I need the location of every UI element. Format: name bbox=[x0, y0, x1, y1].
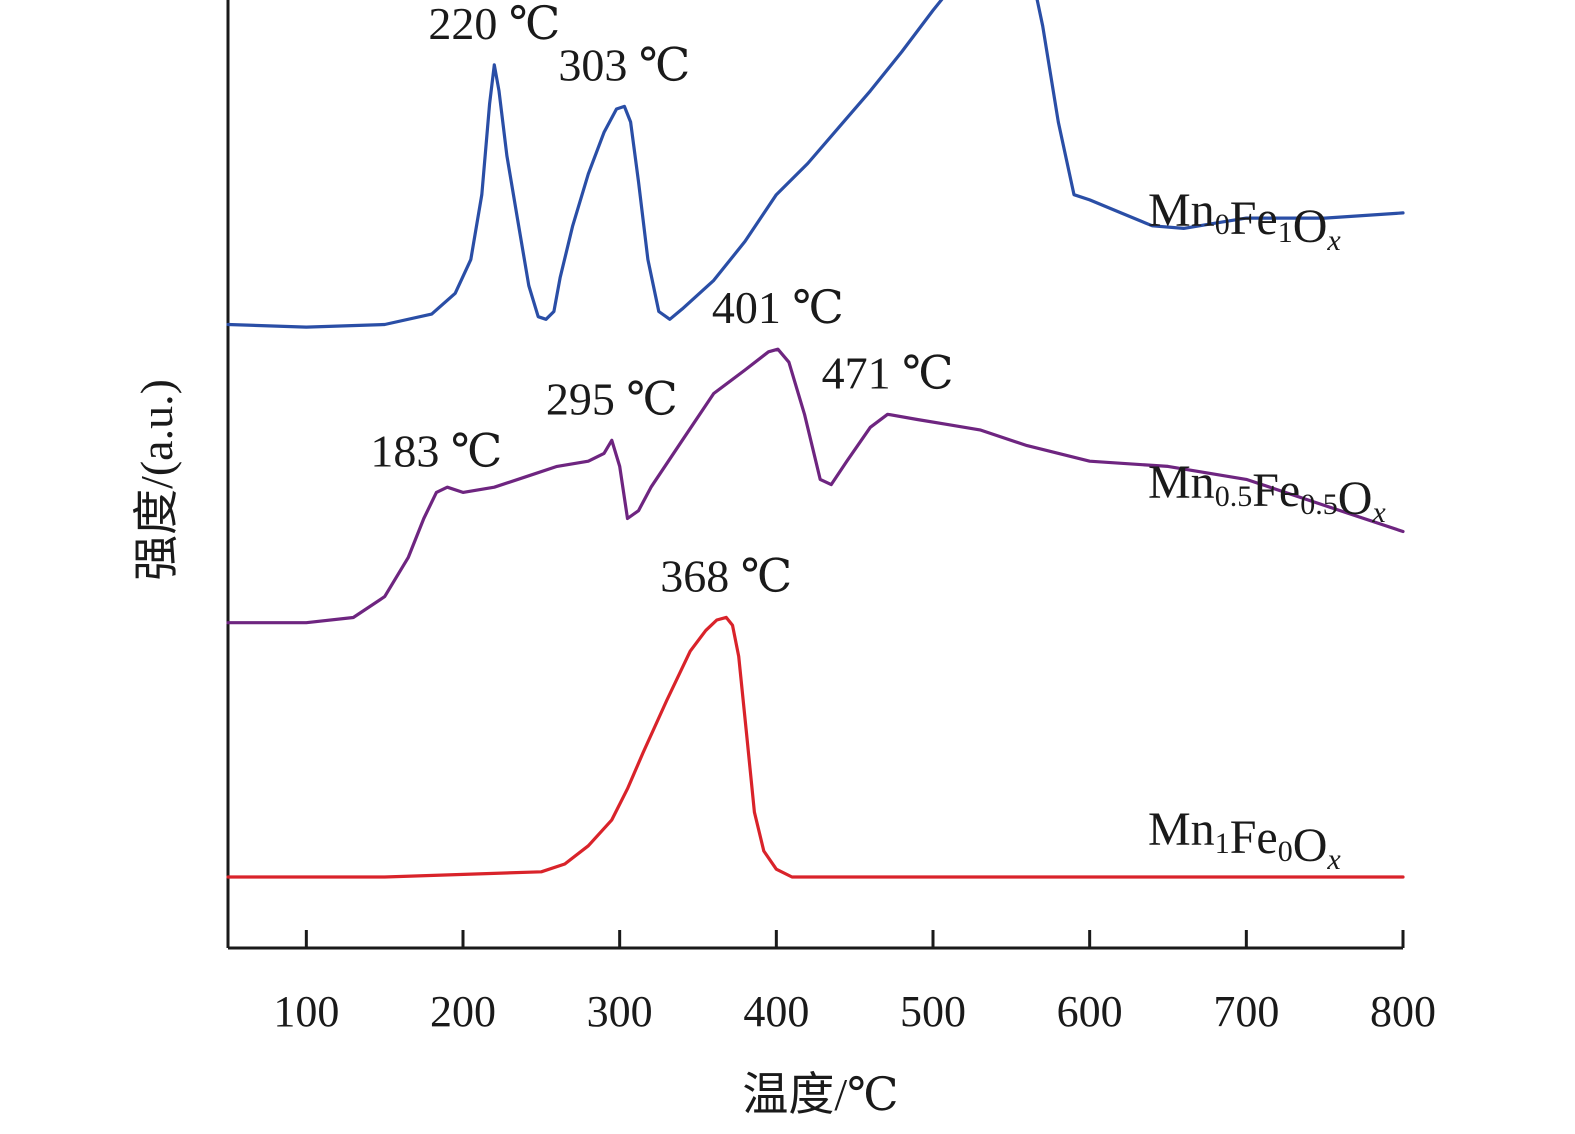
peak-label-mn0fe1-303: 303 ℃ bbox=[558, 39, 690, 90]
series-line-mn0fe1 bbox=[226, 0, 1405, 329]
peak-label-mn05fe05-471: 471 ℃ bbox=[822, 347, 954, 398]
peak-label-mn0fe1-220: 220 ℃ bbox=[428, 0, 560, 49]
x-tick-label-100: 100 bbox=[273, 987, 339, 1036]
peak-label-mn1fe0-368: 368 ℃ bbox=[660, 550, 792, 601]
series-label-mn1fe0: Mn1Fe0Ox bbox=[1148, 803, 1341, 876]
series-label-mn05fe05: Mn0.5Fe0.5Ox bbox=[1148, 456, 1386, 529]
x-ticks: 100 200 300 400 500 600 700 800 bbox=[273, 930, 1436, 1036]
x-tick-label-200: 200 bbox=[430, 987, 496, 1036]
x-tick-label-500: 500 bbox=[900, 987, 966, 1036]
curves bbox=[226, 0, 1405, 879]
axes bbox=[226, 0, 1403, 950]
x-tick-label-400: 400 bbox=[743, 987, 809, 1036]
x-tick-label-300: 300 bbox=[587, 987, 653, 1036]
x-tick-label-600: 600 bbox=[1057, 987, 1123, 1036]
series-line-mn1fe0 bbox=[226, 615, 1405, 879]
x-tick-label-800: 800 bbox=[1370, 987, 1436, 1036]
series-label-mn0fe1: Mn0Fe1Ox bbox=[1148, 184, 1341, 257]
x-axis-title: 温度/℃ bbox=[742, 1069, 898, 1120]
peak-label-mn05fe05-295: 295 ℃ bbox=[546, 373, 678, 424]
peak-label-mn05fe05-401: 401 ℃ bbox=[712, 282, 844, 333]
x-tick-label-700: 700 bbox=[1213, 987, 1279, 1036]
series-line-mn05fe05 bbox=[226, 347, 1405, 625]
y-axis-title: 强度/(a.u.) bbox=[131, 379, 182, 581]
series-labels: Mn0Fe1Ox Mn0.5Fe0.5Ox Mn1Fe0Ox bbox=[1148, 184, 1386, 876]
peak-label-mn05fe05-183: 183 ℃ bbox=[370, 425, 502, 476]
